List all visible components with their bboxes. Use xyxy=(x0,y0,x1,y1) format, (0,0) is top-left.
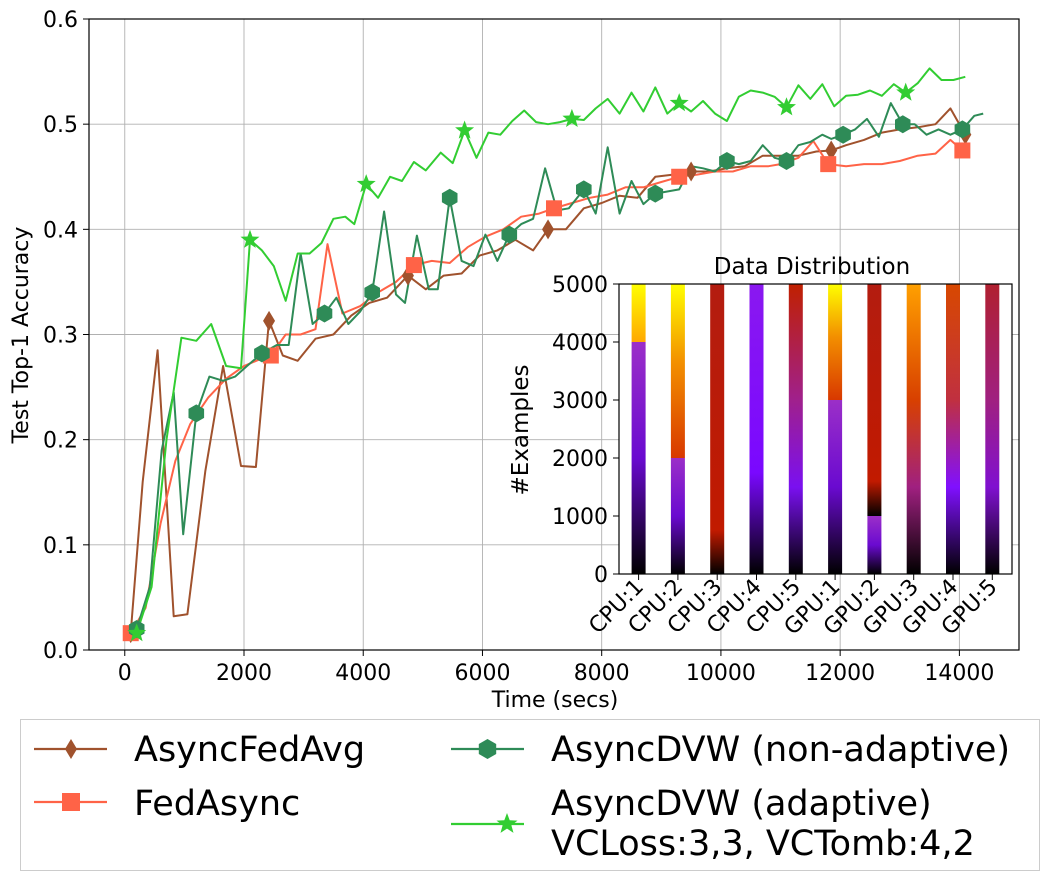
x-tick-label: 12000 xyxy=(805,661,875,686)
y-axis-label: Test Top-1 Accuracy xyxy=(9,227,34,445)
bar-segment-cpu-4 xyxy=(749,284,764,574)
inset-y-tick-label: 4000 xyxy=(552,331,608,356)
inset-title: Data Distribution xyxy=(714,254,910,280)
point-asyncdvw-adaptive xyxy=(777,97,796,116)
x-tick-label: 6000 xyxy=(454,661,510,686)
point-asyncfedavg xyxy=(685,161,698,182)
point-asyncdvw-adaptive xyxy=(896,82,916,101)
point-asyncdvw-non-adaptive xyxy=(895,115,911,134)
inset-y-tick-label: 1000 xyxy=(552,505,608,530)
point-asyncdvw-non-adaptive xyxy=(364,283,380,302)
point-asyncdvw-non-adaptive xyxy=(835,125,851,144)
inset-y-axis-label: #Examples xyxy=(508,364,534,495)
point-asyncdvw-adaptive xyxy=(127,623,147,642)
bar-segment-gpu-2 xyxy=(867,516,882,574)
point-fedasync xyxy=(820,156,837,173)
bar-segment-gpu-2 xyxy=(867,284,882,516)
legend-label-asyncdvw-adaptive-line2: VCLoss:3,3, VCTomb:4,2 xyxy=(551,824,975,864)
point-asyncdvw-non-adaptive xyxy=(254,344,270,363)
series-line-asyncdvw-adaptive xyxy=(135,67,966,634)
legend-label-asyncdvw-non-adaptive: AsyncDVW (non-adaptive) xyxy=(551,730,1010,770)
x-tick-label: 10000 xyxy=(686,661,756,686)
bar-segment-gpu-1 xyxy=(828,284,843,400)
point-asyncdvw-non-adaptive xyxy=(647,184,664,203)
point-asyncdvw-non-adaptive xyxy=(501,225,518,244)
bar-segment-gpu-3 xyxy=(906,284,921,574)
inset-bars xyxy=(631,284,1000,574)
star-icon xyxy=(496,813,518,833)
inset-y-tick-label: 3000 xyxy=(552,389,608,414)
point-asyncdvw-non-adaptive xyxy=(576,180,592,199)
point-asyncdvw-adaptive xyxy=(562,108,582,127)
x-tick-label: 4000 xyxy=(335,661,391,686)
legend-label-asyncdvw-adaptive: AsyncDVW (adaptive) xyxy=(551,784,932,824)
inset-y-tick-label: 5000 xyxy=(552,273,608,298)
point-asyncfedavg xyxy=(263,310,276,331)
point-asyncdvw-non-adaptive xyxy=(316,304,333,323)
y-tick-label: 0.4 xyxy=(43,218,78,243)
x-tick-label: 2000 xyxy=(216,661,272,686)
point-asyncdvw-adaptive xyxy=(240,229,260,248)
bar-segment-gpu-5 xyxy=(985,284,1000,574)
bar-segment-cpu-1 xyxy=(631,284,646,342)
y-tick-label: 0.5 xyxy=(43,113,78,138)
square-icon xyxy=(62,793,80,811)
y-tick-label: 0.2 xyxy=(43,429,78,454)
bar-segment-cpu-2 xyxy=(670,284,685,458)
point-asyncdvw-adaptive xyxy=(356,174,376,193)
point-asyncdvw-non-adaptive xyxy=(188,404,205,423)
y-tick-label: 0.6 xyxy=(43,8,78,33)
y-tick-label: 0.1 xyxy=(43,534,78,559)
x-tick-label: 8000 xyxy=(574,661,630,686)
hexagon-icon xyxy=(478,739,497,759)
legend-canvas: AsyncFedAvg FedAsync AsyncDVW (non-adapt… xyxy=(34,730,1010,864)
legend-label-asyncfedavg: AsyncFedAvg xyxy=(134,730,365,770)
point-fedasync xyxy=(671,168,688,185)
inset-y-tick-label: 2000 xyxy=(552,447,608,472)
bar-segment-gpu-1 xyxy=(828,400,843,574)
legend: AsyncFedAvg FedAsync AsyncDVW (non-adapt… xyxy=(20,719,1040,871)
point-asyncdvw-non-adaptive xyxy=(441,188,458,207)
thin-diamond-icon xyxy=(65,739,77,759)
point-asyncdvw-non-adaptive xyxy=(778,152,795,170)
bar-segment-cpu-1 xyxy=(631,342,646,574)
legend-entry-asyncdvw-non-adaptive: AsyncDVW (non-adaptive) xyxy=(451,730,1010,770)
point-asyncdvw-adaptive xyxy=(455,120,475,139)
legend-entry-fedasync: FedAsync xyxy=(34,784,300,824)
x-tick-label: 0 xyxy=(118,661,132,686)
point-asyncfedavg xyxy=(542,219,555,240)
legend-label-fedasync: FedAsync xyxy=(134,784,300,824)
y-tick-label: 0.3 xyxy=(43,324,78,349)
point-asyncdvw-adaptive xyxy=(669,93,689,112)
point-fedasync xyxy=(546,200,562,217)
inset-axes-frame xyxy=(618,283,1013,575)
x-axis-label: Time (secs) xyxy=(491,688,619,713)
main-ticks: 0 2000 4000 6000 8000 10000 12000 140000.00.10.… xyxy=(43,8,994,686)
bar-segment-cpu-5 xyxy=(788,284,803,574)
y-tick-label: 0.0 xyxy=(43,639,78,664)
legend-entry-asyncdvw-adaptive: AsyncDVW (adaptive) VCLoss:3,3, VCTomb:4… xyxy=(451,784,975,864)
x-tick-label: 14000 xyxy=(924,661,994,686)
main-series-markers xyxy=(122,82,972,644)
point-fedasync xyxy=(405,257,422,274)
point-asyncfedavg xyxy=(825,140,838,161)
bar-segment-cpu-3 xyxy=(710,284,725,574)
bar-segment-cpu-2 xyxy=(670,458,685,574)
point-asyncdvw-non-adaptive xyxy=(954,120,971,139)
bar-segment-gpu-4 xyxy=(946,284,960,574)
inset-y-tick-label: 0 xyxy=(594,563,608,588)
point-fedasync xyxy=(954,142,971,159)
legend-entry-asyncfedavg: AsyncFedAvg xyxy=(34,730,365,770)
point-asyncdvw-non-adaptive xyxy=(719,152,735,170)
